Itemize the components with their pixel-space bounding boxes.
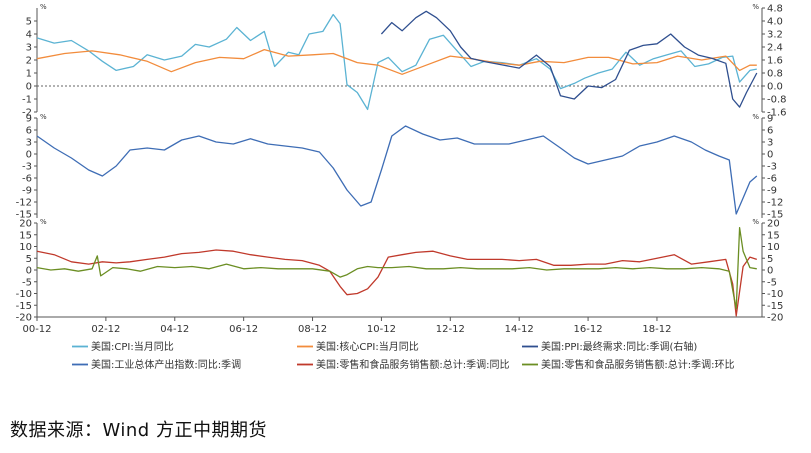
- left-tick-label: -12: [16, 198, 32, 209]
- right-tick-label: 0.8: [767, 69, 783, 80]
- right-tick-label: -3: [767, 162, 777, 173]
- x-tick-label: 06-12: [229, 324, 258, 335]
- left-tick-label: 0: [26, 82, 32, 93]
- right-tick-label: 3.2: [767, 30, 783, 41]
- left-tick-label: -9: [22, 186, 32, 197]
- left-unit-label: %: [40, 218, 47, 226]
- series-line: [380, 10, 758, 108]
- right-tick-label: -6: [767, 174, 777, 185]
- legend-label: 美国:核心CPI:当月同比: [316, 340, 419, 353]
- legend-label: 美国:工业总体产出指数:同比:季调: [91, 358, 241, 371]
- left-unit-label: %: [40, 3, 47, 11]
- x-tick-label: 18-12: [642, 324, 671, 335]
- right-tick-label: 4.0: [767, 17, 783, 28]
- series-line: [36, 125, 758, 215]
- left-tick-label: 15: [19, 230, 32, 241]
- left-tick-label: 10: [19, 242, 32, 253]
- left-tick-label: -20: [16, 313, 32, 324]
- x-tick-label: 14-12: [505, 324, 534, 335]
- right-tick-label: -15: [767, 210, 783, 221]
- left-tick-label: 5: [26, 254, 32, 265]
- left-tick-label: 1: [26, 69, 32, 80]
- right-tick-label: 6: [767, 126, 773, 137]
- left-tick-label: 0: [26, 150, 32, 161]
- right-tick-label: 5: [767, 254, 773, 265]
- series-line: [36, 48, 757, 75]
- left-tick-label: 6: [26, 126, 32, 137]
- right-tick-label: 10: [767, 242, 780, 253]
- left-unit-label: %: [40, 113, 47, 121]
- right-tick-label: -10: [767, 289, 783, 300]
- left-tick-label: 4: [26, 30, 32, 41]
- right-tick-label: 20: [767, 219, 780, 230]
- right-unit-label: %: [752, 113, 759, 121]
- right-tick-label: 0: [767, 266, 773, 277]
- right-tick-label: 3: [767, 138, 773, 149]
- series-line: [36, 13, 757, 111]
- series-line: [36, 249, 758, 317]
- right-unit-label: %: [752, 3, 759, 11]
- x-tick-label: 02-12: [91, 324, 120, 335]
- x-tick-label: 08-12: [298, 324, 327, 335]
- left-tick-label: 20: [19, 219, 32, 230]
- right-tick-label: -1.6: [767, 108, 787, 119]
- x-tick-label: 10-12: [367, 324, 396, 335]
- right-tick-label: -15: [767, 301, 783, 312]
- left-tick-label: -2: [22, 108, 32, 119]
- left-tick-label: -15: [16, 210, 32, 221]
- chart-canvas: -2-1012345-1.6-0.80.00.81.62.43.24.04.8%…: [16, 3, 787, 371]
- right-unit-label: %: [752, 218, 759, 226]
- series-line: [36, 227, 757, 310]
- right-tick-label: 2.4: [767, 43, 783, 54]
- right-tick-label: -0.8: [767, 95, 787, 106]
- x-tick-label: 00-12: [22, 324, 51, 335]
- left-tick-label: -10: [16, 289, 32, 300]
- left-tick-label: 3: [26, 138, 32, 149]
- right-tick-label: 0.0: [767, 82, 783, 93]
- left-tick-label: -5: [22, 277, 32, 288]
- left-tick-label: -3: [22, 162, 32, 173]
- right-tick-label: 0: [767, 150, 773, 161]
- legend-label: 美国:PPI:最终需求:同比:季调(右轴): [541, 340, 697, 353]
- right-tick-label: 1.6: [767, 56, 783, 67]
- right-tick-label: -12: [767, 198, 783, 209]
- right-tick-label: 4.8: [767, 4, 783, 15]
- left-tick-label: 3: [26, 43, 32, 54]
- right-tick-label: 9: [767, 114, 773, 125]
- left-tick-label: 0: [26, 266, 32, 277]
- left-tick-label: 2: [26, 56, 32, 67]
- x-tick-label: 16-12: [574, 324, 603, 335]
- right-tick-label: -20: [767, 313, 783, 324]
- left-tick-label: -6: [22, 174, 32, 185]
- right-tick-label: -9: [767, 186, 777, 197]
- right-tick-label: -5: [767, 277, 777, 288]
- x-axis: 00-12 02-12 04-12 06-12 08-12 10-12 12-12 14-12…: [22, 316, 762, 335]
- left-tick-label: 9: [26, 114, 32, 125]
- source-note: 数据来源：Wind 方正中期期货: [10, 420, 267, 441]
- right-tick-label: 15: [767, 230, 780, 241]
- left-tick-label: 5: [26, 17, 32, 28]
- left-tick-label: -15: [16, 301, 32, 312]
- x-tick-label: 12-12: [436, 324, 465, 335]
- legend: 美国:CPI:当月同比 美国:核心CPI:当月同比 美国:PPI:最终需求:同比:季…: [72, 340, 734, 371]
- x-tick-label: 04-12: [160, 324, 189, 335]
- legend-label: 美国:零售和食品服务销售额:总计:季调:同比: [316, 358, 509, 371]
- legend-label: 美国:CPI:当月同比: [91, 340, 174, 353]
- legend-label: 美国:零售和食品服务销售额:总计:季调:环比: [541, 358, 734, 371]
- panel-top: -2 -1 0 1 2 3 4 5 -1.6 -0.8 0.0 0.8 1.6 2.4 3.2 4.0 4.8%…: [22, 3, 787, 119]
- left-tick-label: -1: [22, 95, 32, 106]
